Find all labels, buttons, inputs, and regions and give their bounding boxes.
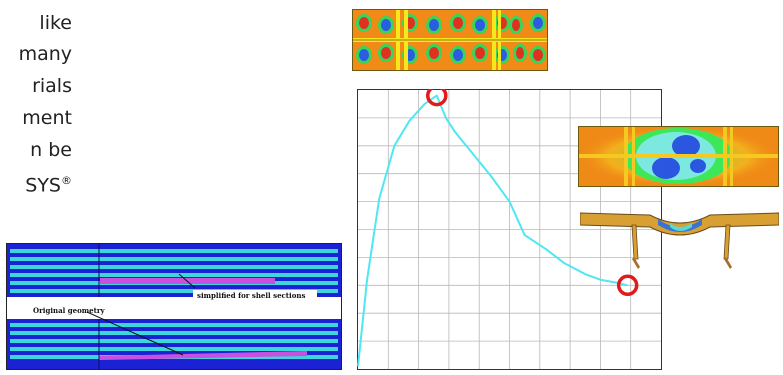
deformed-shape-inset [579,207,780,275]
paragraph-fragment: like many rials ment n be SYS® [0,0,76,210]
load-displacement-chart [357,84,781,371]
paragraph-line: SYS® [25,170,72,196]
geometry-figure: simplified for shell sections Original g… [6,243,342,370]
contour-cells [356,14,546,64]
paragraph-line: n be [30,139,72,161]
load-curve-line [357,94,628,367]
paragraph-line: like [39,12,72,34]
original-geometry-highlight [99,351,307,360]
chart-series [357,94,628,367]
buckling-contour-plot [352,9,548,71]
paragraph-line: rials [32,75,72,97]
stiffener-lines [352,9,548,71]
paragraph-line: ment [22,107,72,129]
geometry-svg: simplified for shell sections Original g… [7,244,341,369]
highlight-circle [616,274,639,297]
simplified-label: simplified for shell sections [197,291,305,300]
original-geometry-label: Original geometry [33,306,106,315]
trademark-symbol: ® [61,174,72,187]
paragraph-line: many [18,43,72,65]
lower-panel [7,319,341,369]
stress-contour-inset [578,126,779,187]
paragraph-line-text: SYS [25,174,61,197]
